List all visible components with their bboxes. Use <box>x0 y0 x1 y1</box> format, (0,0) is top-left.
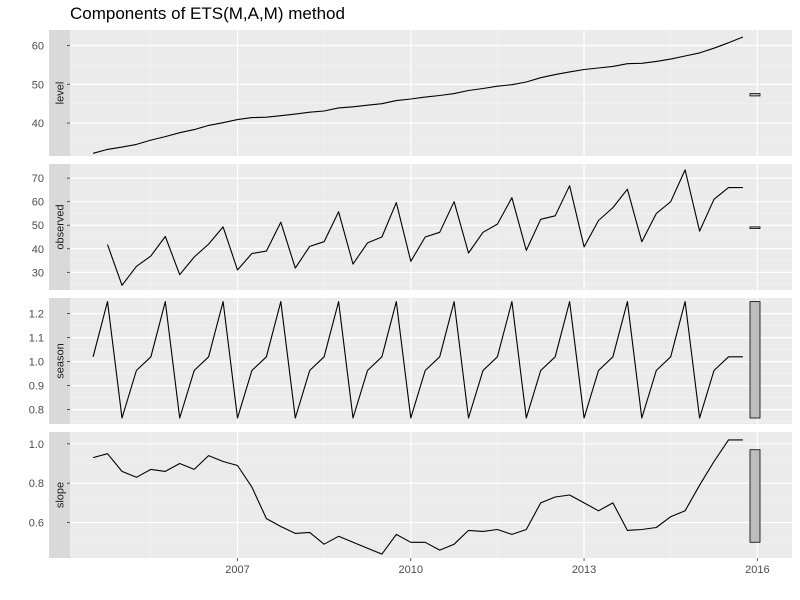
y-tick-label-observed: 60 <box>32 197 44 209</box>
series-line-level <box>92 36 744 154</box>
y-tick-label-season: 1.0 <box>29 357 44 369</box>
y-tick-label-observed: 70 <box>32 173 44 185</box>
strip-label-slope: slope <box>55 482 67 508</box>
y-tick-label-observed: 40 <box>32 244 44 256</box>
y-tick-label-level: 60 <box>32 41 44 53</box>
y-tick-label-level: 50 <box>32 79 44 91</box>
y-tick-label-season: 0.8 <box>29 405 44 417</box>
x-tick-label: 2007 <box>225 564 249 576</box>
x-tick-label: 2016 <box>745 564 769 576</box>
y-tick-label-slope: 0.6 <box>29 518 44 530</box>
strip-slope <box>49 432 70 558</box>
y-tick-label-season: 1.1 <box>29 333 44 345</box>
series-line-slope <box>92 439 743 555</box>
series-line-observed <box>106 169 743 286</box>
strip-observed <box>49 164 70 290</box>
scale-bar-observed <box>749 226 761 229</box>
y-tick-label-observed: 30 <box>32 267 44 279</box>
y-tick-label-level: 40 <box>32 118 44 130</box>
strip-season <box>49 298 70 424</box>
y-tick-label-slope: 1.0 <box>29 439 44 451</box>
x-tick-label: 2010 <box>399 564 423 576</box>
panel-background-observed <box>70 164 792 290</box>
series-line-season <box>92 301 743 419</box>
x-tick-label: 2013 <box>572 564 596 576</box>
y-tick-label-slope: 0.8 <box>29 478 44 490</box>
strip-level <box>49 30 70 156</box>
strip-label-season: season <box>55 343 67 378</box>
panel-background-level <box>70 30 792 156</box>
strip-label-level: level <box>55 82 67 105</box>
chart-title: Components of ETS(M,A,M) method <box>70 4 345 23</box>
panel-background-slope <box>70 432 792 558</box>
scale-bar-season <box>749 301 761 419</box>
y-tick-label-season: 1.2 <box>29 309 44 321</box>
strip-label-observed: observed <box>55 204 67 249</box>
y-tick-label-observed: 50 <box>32 220 44 232</box>
scale-bar-slope <box>749 449 761 543</box>
scale-bar-level <box>749 93 761 97</box>
y-tick-label-season: 0.9 <box>29 381 44 393</box>
